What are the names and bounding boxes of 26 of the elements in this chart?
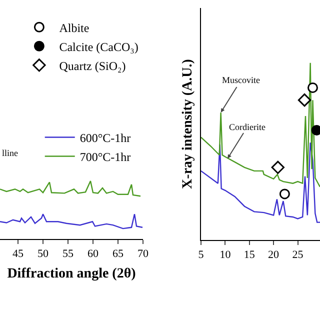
point bbox=[271, 160, 285, 174]
annotation: Muscovite bbox=[222, 75, 260, 85]
x-axis-title: Diffraction angle (2θ) bbox=[7, 266, 136, 282]
legend-label: Quartz (SiO₂) bbox=[59, 58, 126, 73]
x-tick-label: 20 bbox=[268, 249, 280, 262]
y-axis-title: X-ray intensity (A.U.) bbox=[180, 58, 196, 189]
x-tick-label: 25 bbox=[292, 249, 304, 262]
legend-label: Albite bbox=[59, 20, 90, 35]
x-tick-label: 5 bbox=[198, 249, 204, 262]
x-tick-label: 70 bbox=[138, 248, 149, 260]
x-tick-label: 65 bbox=[112, 248, 124, 260]
legend-label: 700°C-1hr bbox=[80, 150, 131, 164]
point bbox=[279, 188, 290, 200]
legend-label: 600°C-1hr bbox=[80, 130, 131, 145]
x-tick-label: 50 bbox=[38, 248, 49, 260]
point bbox=[307, 82, 318, 93]
x-tick-label: 15 bbox=[244, 249, 256, 262]
x-tick-label: 10 bbox=[220, 249, 232, 262]
point bbox=[311, 124, 320, 136]
annotation: Cordierite bbox=[229, 122, 266, 132]
point bbox=[298, 93, 312, 107]
x-tick-label: 55 bbox=[62, 248, 74, 260]
x-tick-label: 45 bbox=[12, 248, 24, 260]
legend-label: Calcite (CaCO₃) bbox=[59, 40, 138, 54]
x-tick-label: 60 bbox=[88, 248, 99, 260]
text: lline bbox=[2, 148, 18, 158]
